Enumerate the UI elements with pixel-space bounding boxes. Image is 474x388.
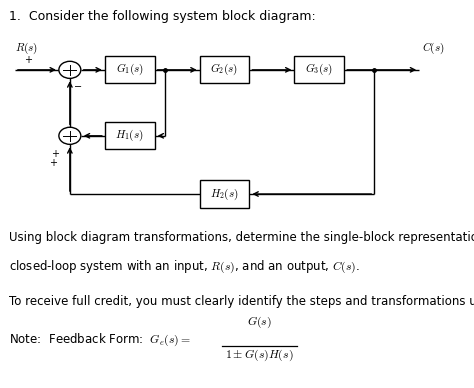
Text: Using block diagram transformations, determine the single-block representation o: Using block diagram transformations, det… — [9, 231, 474, 244]
Bar — [105, 56, 155, 83]
Text: $1 \pm G(s)H(s)$: $1 \pm G(s)H(s)$ — [225, 348, 294, 363]
Circle shape — [59, 61, 81, 78]
Text: $R(s)$: $R(s)$ — [15, 41, 38, 56]
Bar — [200, 56, 249, 83]
Text: 1.  Consider the following system block diagram:: 1. Consider the following system block d… — [9, 10, 316, 23]
Text: Note:  Feedback Form:  $G_e(s) = $: Note: Feedback Form: $G_e(s) = $ — [9, 332, 191, 348]
Text: $-$: $-$ — [73, 80, 82, 90]
Text: To receive full credit, you must clearly identify the steps and transformations : To receive full credit, you must clearly… — [9, 295, 474, 308]
Text: $G(s)$: $G(s)$ — [247, 315, 272, 330]
Text: $G_2(s)$: $G_2(s)$ — [210, 62, 238, 78]
Text: $H_1(s)$: $H_1(s)$ — [116, 128, 144, 144]
Text: $G_1(s)$: $G_1(s)$ — [116, 62, 144, 78]
Bar — [294, 56, 344, 83]
Text: closed-loop system with an input, $R(s)$, and an output, $C(s)$.: closed-loop system with an input, $R(s)$… — [9, 259, 360, 275]
Text: $H_2(s)$: $H_2(s)$ — [210, 186, 239, 202]
Bar — [105, 122, 155, 149]
Text: $C(s)$: $C(s)$ — [421, 41, 444, 56]
Text: $+$: $+$ — [49, 157, 58, 168]
Bar — [200, 180, 249, 208]
Text: $G_3(s)$: $G_3(s)$ — [305, 62, 333, 78]
Circle shape — [59, 127, 81, 144]
Text: $+$: $+$ — [51, 148, 60, 159]
Text: $+$: $+$ — [24, 54, 33, 65]
